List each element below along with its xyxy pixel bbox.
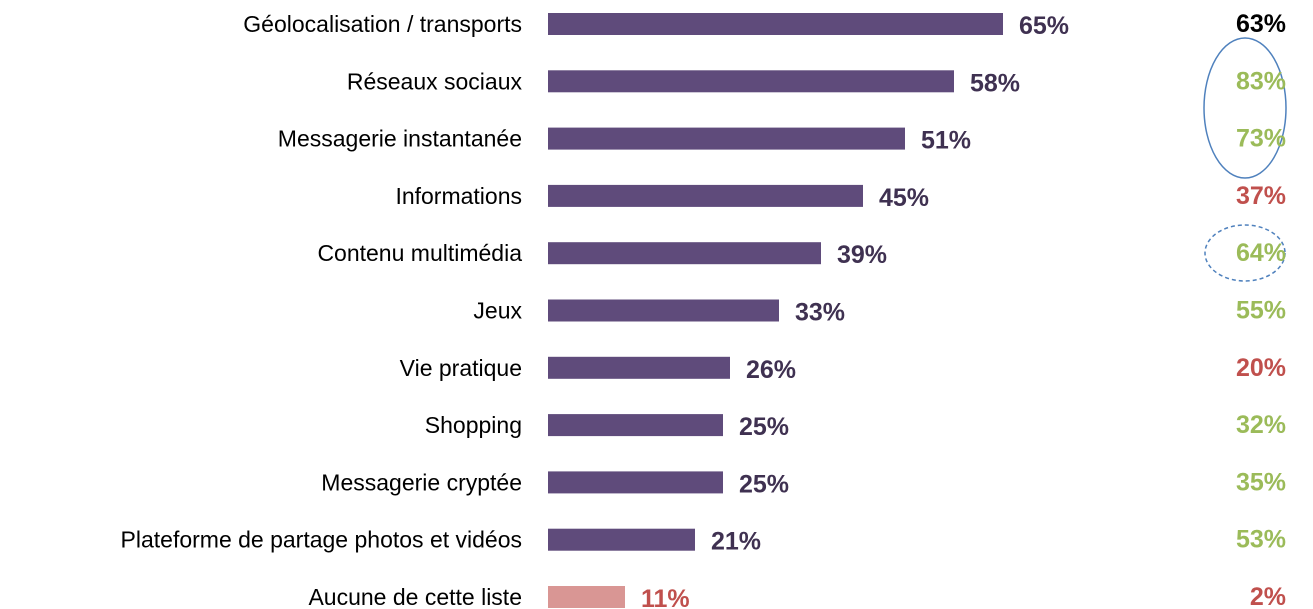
highlight-ellipse xyxy=(1203,37,1287,179)
bar xyxy=(548,13,1003,35)
category-label: Aucune de cette liste xyxy=(308,584,522,609)
category-label: Informations xyxy=(395,183,522,209)
bar-value-label: 11% xyxy=(641,585,690,609)
bar-value-label: 58% xyxy=(970,69,1020,97)
category-label: Messagerie instantanée xyxy=(278,126,522,152)
bar xyxy=(548,299,779,322)
bar xyxy=(548,242,821,265)
category-label: Réseaux sociaux xyxy=(347,68,523,94)
bar xyxy=(548,356,730,379)
category-label: Vie pratique xyxy=(400,355,522,381)
comparison-value-label: 55% xyxy=(1236,297,1286,325)
bar xyxy=(548,127,905,150)
bar-value-label: 33% xyxy=(795,299,845,327)
category-label: Shopping xyxy=(425,412,522,438)
bar-value-label: 21% xyxy=(711,528,761,556)
category-label: Contenu multimédia xyxy=(317,240,522,266)
comparison-value-label: 53% xyxy=(1236,526,1286,554)
bar-value-label: 51% xyxy=(921,127,971,155)
bar xyxy=(548,70,954,93)
comparison-value-label: 2% xyxy=(1250,583,1286,609)
comparison-value-label: 73% xyxy=(1236,125,1286,153)
bar xyxy=(548,528,695,551)
category-label: Messagerie cryptée xyxy=(321,469,522,495)
comparison-value-label: 63% xyxy=(1236,10,1286,38)
comparison-value-label: 20% xyxy=(1236,354,1286,382)
bar xyxy=(548,471,723,494)
category-label: Jeux xyxy=(473,298,522,324)
bar-value-label: 39% xyxy=(837,241,887,269)
highlight-ellipse-dashed xyxy=(1204,224,1286,282)
bar-value-label: 45% xyxy=(879,184,929,212)
bar-value-label: 25% xyxy=(739,470,789,498)
bar-value-label: 65% xyxy=(1019,12,1069,40)
comparison-value-label: 83% xyxy=(1236,67,1286,95)
category-label: Plateforme de partage photos et vidéos xyxy=(121,527,522,553)
comparison-value-label: 64% xyxy=(1236,239,1286,267)
comparison-value-label: 37% xyxy=(1236,182,1286,210)
category-label: Géolocalisation / transports xyxy=(243,11,522,37)
comparison-value-label: 32% xyxy=(1236,411,1286,439)
bar-value-label: 25% xyxy=(739,413,789,441)
comparison-value-label: 35% xyxy=(1236,468,1286,496)
bar xyxy=(548,586,625,608)
bar-value-label: 26% xyxy=(746,356,796,384)
bar xyxy=(548,414,723,437)
bar xyxy=(548,184,863,207)
